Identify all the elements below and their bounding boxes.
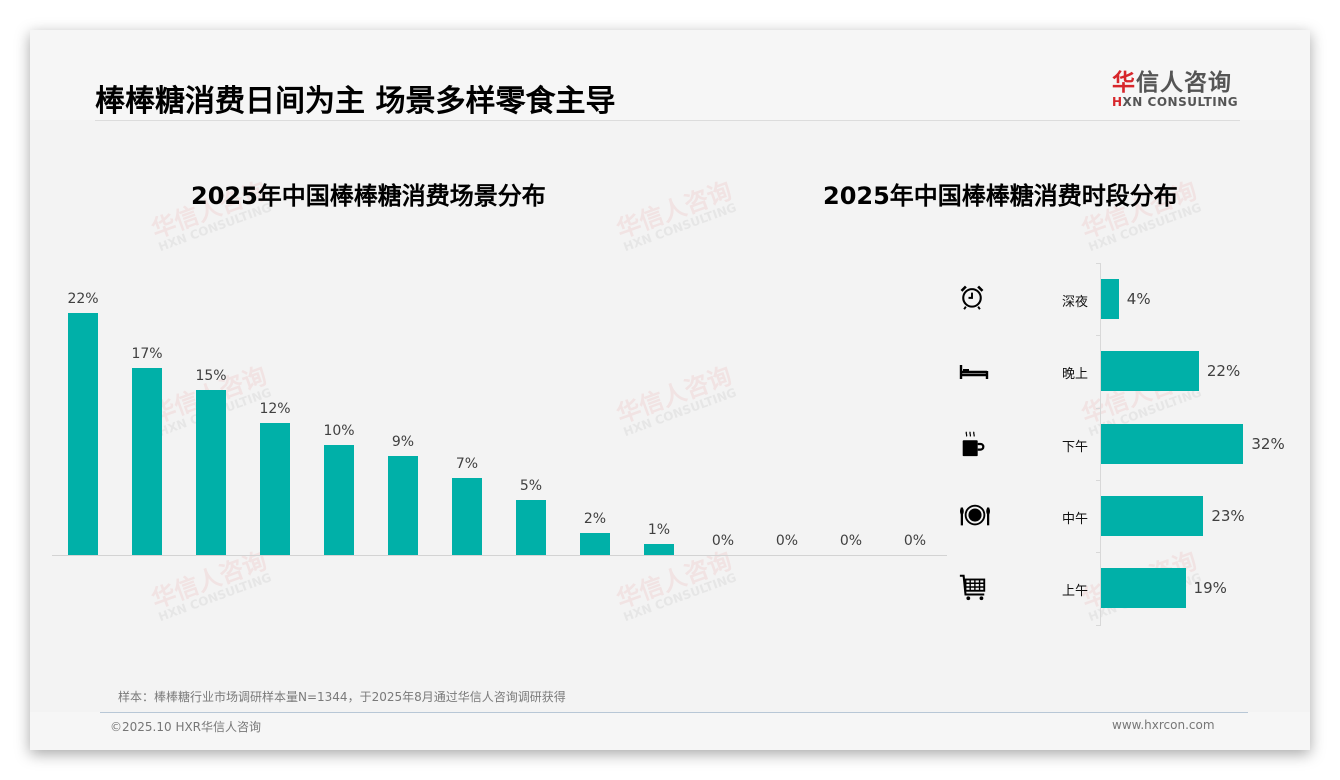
axis-tick bbox=[1096, 408, 1101, 409]
logo-cn: 华信人咨询 bbox=[1112, 63, 1252, 97]
sample-note: 样本：棒棒糖行业市场调研样本量N=1344，于2025年8月通过华信人咨询调研获… bbox=[118, 690, 566, 704]
axis-tick bbox=[1096, 625, 1101, 626]
axis-tick bbox=[1096, 263, 1101, 264]
bar bbox=[644, 544, 674, 555]
bar bbox=[580, 533, 610, 555]
plate-cutlery-icon bbox=[958, 500, 990, 532]
alarm-clock-icon bbox=[958, 283, 990, 315]
website-link[interactable]: www.hxrcon.com bbox=[1112, 718, 1215, 732]
time-chart-title: 2025年中国棒棒糖消费时段分布 bbox=[823, 182, 1178, 210]
bar-value-label: 10% bbox=[323, 423, 355, 439]
brand-logo: 华信人咨询 HXN CONSULTING bbox=[1112, 63, 1252, 109]
axis-tick bbox=[1096, 552, 1101, 553]
scene-chart-title: 2025年中国棒棒糖消费场景分布 bbox=[191, 182, 546, 210]
bar-value-label: 22% bbox=[67, 291, 99, 307]
bar-value-label: 0% bbox=[839, 533, 863, 549]
bar-value-label: 23% bbox=[1211, 507, 1245, 525]
copyright: ©2025.10 HXR华信人咨询 bbox=[110, 720, 262, 734]
bar-value-label: 22% bbox=[1206, 362, 1241, 380]
bar-value-label: 12% bbox=[259, 401, 291, 417]
bed-icon bbox=[958, 355, 990, 387]
bar-value-label: 0% bbox=[903, 533, 927, 549]
coffee-cup-icon bbox=[958, 428, 990, 460]
bar-value-label: 19% bbox=[1193, 579, 1227, 597]
shopping-cart-icon bbox=[958, 572, 990, 604]
category-label: 晚上 bbox=[1062, 367, 1089, 382]
bar-value-label: 0% bbox=[711, 533, 735, 549]
page-title: 棒棒糖消费日间为主 场景多样零食主导 bbox=[95, 84, 616, 119]
bar-value-label: 4% bbox=[1126, 290, 1151, 308]
bar bbox=[452, 478, 482, 555]
bar-value-label: 2% bbox=[583, 511, 607, 527]
bar bbox=[1101, 279, 1119, 319]
bar bbox=[260, 423, 290, 555]
bar bbox=[68, 313, 98, 555]
bar bbox=[388, 456, 418, 555]
category-label: 下午 bbox=[1062, 440, 1089, 455]
title-divider bbox=[95, 120, 1240, 121]
bar-value-label: 32% bbox=[1251, 435, 1285, 453]
bar-value-label: 9% bbox=[391, 434, 415, 450]
logo-en: HXN CONSULTING bbox=[1112, 95, 1252, 109]
footer-divider bbox=[100, 712, 1248, 713]
bar-value-label: 15% bbox=[195, 368, 227, 384]
slide-header-band bbox=[30, 30, 1310, 120]
category-label: 上午 bbox=[1062, 584, 1089, 599]
bar bbox=[1101, 496, 1204, 536]
axis-tick bbox=[1096, 480, 1101, 481]
footer-band bbox=[30, 712, 1310, 750]
bar bbox=[1101, 568, 1186, 608]
axis-tick bbox=[1096, 335, 1101, 336]
bar-value-label: 17% bbox=[131, 346, 163, 362]
slide: 棒棒糖消费日间为主 场景多样零食主导 华信人咨询 HXN CONSULTING … bbox=[30, 30, 1310, 750]
bar bbox=[196, 390, 226, 555]
bar bbox=[324, 445, 354, 555]
bar-value-label: 0% bbox=[775, 533, 799, 549]
bar bbox=[1101, 351, 1199, 391]
category-label: 深夜 bbox=[1062, 295, 1089, 310]
bar bbox=[132, 368, 162, 555]
bar-value-label: 5% bbox=[519, 478, 543, 494]
logo-en-red: H bbox=[1112, 95, 1123, 109]
logo-cn-grey: 信人咨询 bbox=[1136, 70, 1232, 96]
bar-value-label: 1% bbox=[647, 522, 671, 538]
x-axis bbox=[52, 555, 947, 556]
y-axis bbox=[1100, 263, 1101, 625]
bar bbox=[1101, 424, 1244, 464]
logo-cn-red: 华 bbox=[1112, 70, 1136, 96]
category-label: 中午 bbox=[1062, 512, 1089, 527]
logo-en-grey: XN CONSULTING bbox=[1122, 95, 1239, 109]
bar bbox=[516, 500, 546, 555]
bar-value-label: 7% bbox=[455, 456, 479, 472]
